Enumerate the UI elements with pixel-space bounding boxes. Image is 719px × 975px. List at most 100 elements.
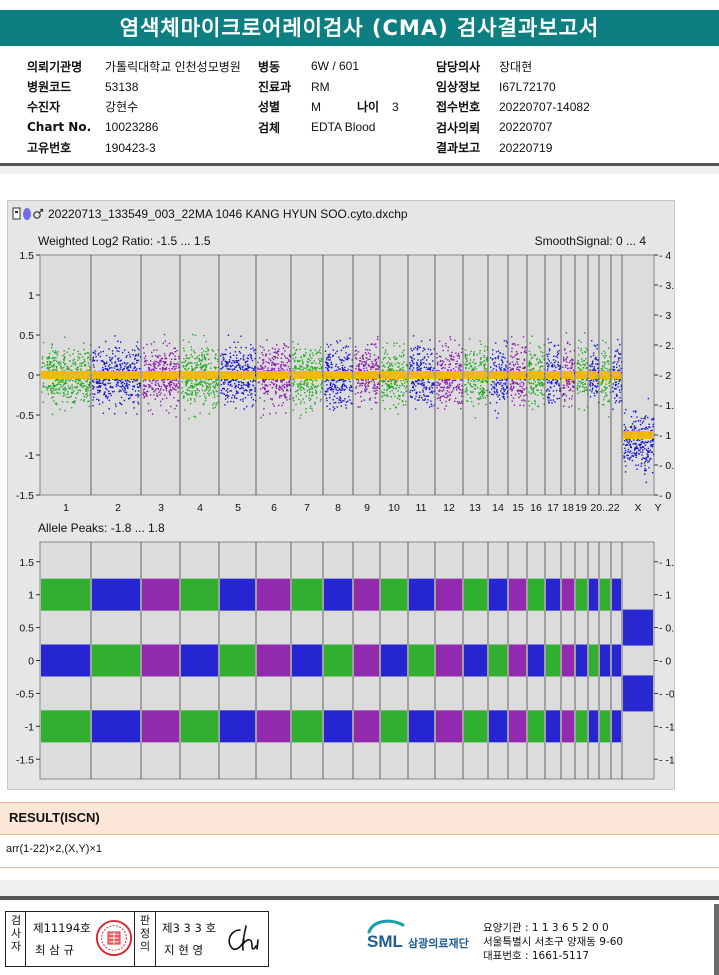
x-tick-label: 5 — [235, 502, 241, 514]
divider — [155, 912, 156, 966]
allele-peak-band — [257, 710, 290, 743]
info-value: 강현수 — [105, 100, 139, 115]
info-row: 검사의뢰 20220707 — [436, 117, 590, 137]
allele-peak-band — [562, 710, 574, 743]
smooth-signal-band — [589, 371, 598, 379]
x-tick-label: 14 — [492, 502, 504, 514]
brand-name: SML — [367, 932, 403, 951]
allele-peak-band — [92, 710, 140, 743]
chr-17-points — [546, 338, 562, 404]
info-label: 접수번호 — [436, 100, 481, 115]
info-value: 20220707-14082 — [499, 99, 590, 114]
x-tick-label: 18 — [562, 502, 574, 514]
judge-name: 지 현 영 — [164, 943, 204, 957]
allele-right-tick-label: - 0.5 — [659, 623, 674, 635]
allele-tick-label: -1.5 — [16, 754, 34, 766]
allele-right-tick-label: - 1 — [659, 590, 671, 602]
tester-name: 최 삼 규 — [35, 943, 75, 957]
x-tick-label: 12 — [443, 502, 455, 514]
log2-tick-label: -1 — [25, 450, 34, 462]
allele-tick-label: 1.5 — [19, 557, 34, 569]
smooth-tick-label: - 1.5 — [659, 400, 674, 412]
allele-peak-band — [354, 710, 379, 743]
smooth-signal-band — [612, 371, 621, 379]
log2-tick-label: 0 — [28, 370, 34, 382]
allele-peaks-label: Allele Peaks: -1.8 ... 1.8 — [38, 521, 165, 535]
tester-license: 제11194호 — [33, 921, 91, 935]
smooth-signal-band — [464, 371, 487, 379]
allele-tick-label: 0 — [28, 656, 34, 668]
info-value: 6W / 601 — [311, 59, 360, 74]
allele-peak-band — [409, 644, 434, 677]
info-value: 190423-3 — [105, 140, 156, 155]
info-value: 53138 — [105, 79, 139, 94]
smooth-signal-band — [220, 371, 255, 379]
allele-peak-band — [324, 644, 352, 677]
allele-peak-band — [623, 675, 653, 712]
allele-peak-band — [220, 644, 255, 677]
allele-peak-band — [509, 578, 526, 611]
result-divider — [0, 867, 719, 868]
info-label: 진료과 — [258, 80, 292, 95]
allele-peak-band — [324, 710, 352, 743]
info-value: RM — [311, 79, 330, 94]
x-tick-label: 10 — [388, 502, 400, 514]
smooth-signal-band — [142, 371, 179, 379]
lab-phone: 대표번호 : 1661-5117 — [483, 950, 590, 962]
info-label: 검사의뢰 — [436, 120, 481, 135]
allele-right-tick-label: - 0 — [659, 656, 671, 668]
x-tick-label: 2 — [115, 502, 121, 514]
allele-peak-band — [576, 644, 587, 677]
result-header: RESULT(ISCN) — [0, 802, 719, 835]
smooth-signal-band — [546, 371, 560, 379]
official-seal-icon — [95, 919, 133, 957]
lab-address: 서울특별시 서초구 양재동 9-60 — [483, 936, 624, 948]
x-tick-label: 15 — [512, 502, 524, 514]
info-row: 의뢰기관명 가톨릭대학교 인천성모병원 — [27, 56, 241, 76]
info-row: 결과보고 20220719 — [436, 138, 590, 158]
allele-peak-band — [257, 644, 290, 677]
x-tick-label: 16 — [530, 502, 542, 514]
allele-peak-band — [354, 644, 379, 677]
header-divider — [0, 163, 719, 166]
log2-tick-label: -1.5 — [16, 490, 34, 502]
allele-peak-band — [576, 578, 587, 611]
x-tick-label: 11 — [416, 502, 427, 514]
info-row: 검체 EDTA Blood — [258, 117, 399, 137]
allele-peak-band — [489, 710, 507, 743]
x-tick-label: 17 — [547, 502, 559, 514]
allele-peak-band — [142, 578, 179, 611]
x-tick-label: 3 — [158, 502, 164, 514]
smooth-signal-band — [257, 371, 290, 379]
allele-peak-band — [562, 644, 574, 677]
allele-peak-band — [409, 710, 434, 743]
allele-peak-band — [142, 710, 179, 743]
allele-peak-band — [92, 644, 140, 677]
smooth-signal-band — [576, 371, 587, 379]
x-tick-label: 4 — [197, 502, 203, 514]
smooth-tick-label: - 3 — [659, 310, 671, 322]
log2-tick-label: 1 — [28, 290, 34, 302]
info-value: 20220719 — [499, 140, 553, 155]
info-row: 접수번호 20220707-14082 — [436, 97, 590, 117]
allele-peak-band — [600, 644, 610, 677]
report-title: 염색체마이크로어레이검사 (CMA) 검사결과보고서 — [0, 10, 719, 46]
x-tick-label: X — [634, 502, 641, 514]
smooth-signal-band — [409, 371, 434, 379]
allele-peak-band — [41, 644, 90, 677]
info-value: I67L72170 — [499, 79, 556, 94]
smooth-signal-band — [381, 371, 407, 379]
smooth-signal-band — [292, 371, 322, 379]
info-row: 병동 6W / 601 — [258, 56, 399, 76]
info-col-2: 병동 6W / 601 진료과 RM 성별 M 나이 3 검체 EDTA Blood — [258, 56, 399, 138]
info-col-1: 의뢰기관명 가톨릭대학교 인천성모병원 병원코드 53138 수진자 강현수 Char… — [27, 56, 241, 158]
footer-divider — [0, 896, 719, 900]
smooth-tick-label: - 1 — [659, 430, 671, 442]
allele-peak-band — [589, 644, 598, 677]
allele-peak-band — [546, 644, 560, 677]
allele-peak-band — [292, 578, 322, 611]
allele-peak-band — [528, 644, 544, 677]
x-tick-label: 19 — [575, 502, 587, 514]
